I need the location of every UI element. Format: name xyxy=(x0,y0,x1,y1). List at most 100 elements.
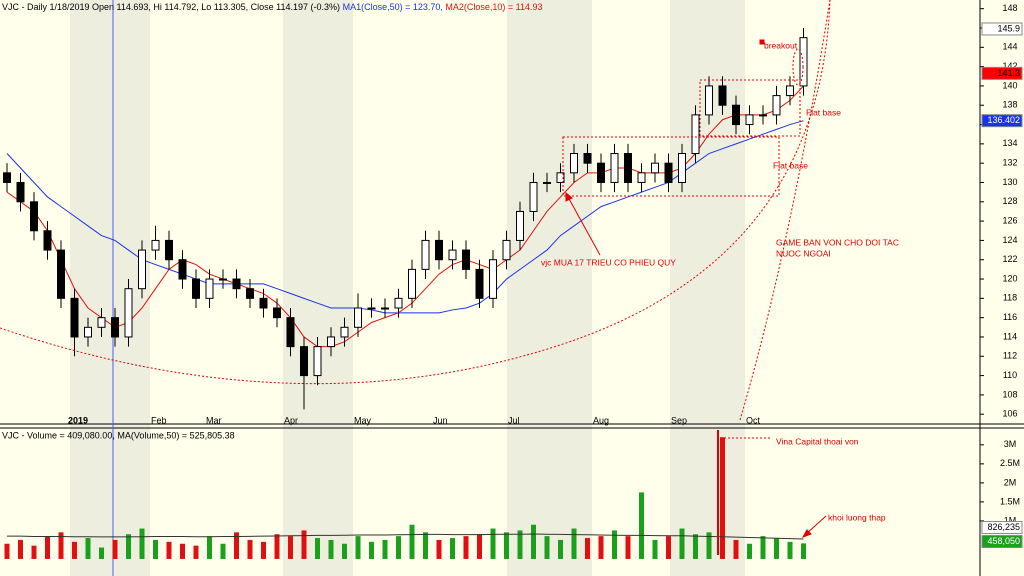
y-tick-label: 110 xyxy=(1003,370,1017,380)
arrow-head xyxy=(565,191,573,202)
candle-body xyxy=(84,326,92,338)
y-tick-label: 128 xyxy=(1002,196,1017,206)
volume-bar xyxy=(85,538,91,559)
value-badge xyxy=(981,535,1023,549)
volume-bar xyxy=(774,538,779,559)
y-tick-label: 120 xyxy=(1002,273,1017,283)
y-tick-label: 138 xyxy=(1002,100,1017,110)
candle-body xyxy=(273,307,281,319)
volume-bar xyxy=(342,543,347,559)
candle-body xyxy=(70,297,79,338)
y-tick-label: 122 xyxy=(1002,254,1017,264)
candle-body xyxy=(448,249,457,261)
volume-bar xyxy=(72,541,77,559)
month-label: Mar xyxy=(206,415,222,425)
y-tick-label: 130 xyxy=(1002,177,1017,187)
y-tick-label: 106 xyxy=(1002,409,1017,419)
ma-line xyxy=(7,533,804,540)
value-badge-label: 136.402 xyxy=(987,115,1020,125)
volume-bar xyxy=(382,539,388,559)
volume-bar xyxy=(423,532,428,559)
annotation: NUOC NGOAI xyxy=(776,248,831,258)
volume-header: VJC - Volume = 409,080.00, MA(Volume,50)… xyxy=(2,430,235,440)
candle-body xyxy=(556,172,565,183)
band xyxy=(70,0,150,576)
y-tick-label: 112 xyxy=(1003,351,1017,361)
candle-body xyxy=(219,278,227,281)
annotation: breakout xyxy=(764,40,798,50)
volume-bar xyxy=(355,536,361,559)
volume-bar xyxy=(720,437,725,559)
breakout-ring xyxy=(792,48,804,86)
month-label: Jun xyxy=(433,415,448,425)
candle-body xyxy=(30,201,38,232)
volume-bar xyxy=(760,536,766,559)
value-badge xyxy=(981,66,1023,80)
volume-bar xyxy=(261,541,266,559)
flat-base-box xyxy=(699,79,801,137)
candle-body xyxy=(232,278,241,290)
volume-bar xyxy=(396,536,401,559)
month-label: Jul xyxy=(508,415,520,425)
month-label: 2019 xyxy=(68,415,88,425)
volume-bar xyxy=(220,543,226,559)
value-badge xyxy=(981,114,1023,128)
candle-body xyxy=(205,278,214,299)
y-tick-label: 1.5M xyxy=(1000,496,1020,506)
volume-bar xyxy=(639,492,644,559)
candle-body xyxy=(259,297,268,309)
volume-bar xyxy=(207,536,212,559)
y-tick-label: 2.5M xyxy=(1000,458,1020,468)
candle-body xyxy=(462,249,470,270)
candle-body xyxy=(124,288,133,338)
month-label: Oct xyxy=(746,415,761,425)
candle-body xyxy=(3,172,11,183)
volume-bar xyxy=(706,532,712,559)
candle-body xyxy=(624,153,632,183)
candle-body xyxy=(543,181,551,184)
month-labels: 2019 Feb Mar Apr May Jun Jul Aug Sep Oct xyxy=(68,415,761,425)
candle-body xyxy=(489,259,497,299)
volume-bar xyxy=(301,530,307,559)
volume-bar xyxy=(517,530,523,559)
breakout-marker xyxy=(759,39,765,45)
candle-body xyxy=(178,259,187,280)
volume-bar xyxy=(598,536,604,559)
candle-body xyxy=(43,230,52,251)
volume-bar xyxy=(612,530,617,559)
y-tick-label: 116 xyxy=(1003,312,1017,322)
candle-body xyxy=(637,172,646,183)
y-tick-label: 2M xyxy=(1004,477,1017,487)
candle-body xyxy=(502,239,511,261)
volume-bar xyxy=(369,541,374,559)
cup-curve-2 xyxy=(739,0,831,421)
volume-bar xyxy=(139,528,145,559)
candle-body xyxy=(678,153,686,183)
candle-body xyxy=(475,268,484,299)
volume-bar xyxy=(625,536,631,559)
volume-bar xyxy=(801,543,806,559)
candle-body xyxy=(165,239,173,261)
candle-body xyxy=(664,162,673,183)
y-tick-label: 124 xyxy=(1002,235,1017,245)
axis-area xyxy=(980,0,1024,576)
candle-body xyxy=(367,307,376,310)
candle-body xyxy=(610,153,619,183)
candle-body xyxy=(138,249,146,290)
candle-body xyxy=(786,85,794,97)
candle-body xyxy=(529,181,538,212)
candle-body xyxy=(597,162,605,183)
band xyxy=(507,0,592,576)
arrow xyxy=(805,515,827,535)
arrows xyxy=(565,39,827,555)
y-tick-label: 134 xyxy=(1002,138,1017,148)
annotation: Flat base xyxy=(773,160,808,170)
volume-bar xyxy=(504,532,509,559)
volume-bar xyxy=(45,536,50,559)
candle-body xyxy=(354,307,362,328)
arrow-head xyxy=(801,529,812,538)
volume-bar xyxy=(315,538,320,559)
y-tick-label: 126 xyxy=(1002,215,1017,225)
